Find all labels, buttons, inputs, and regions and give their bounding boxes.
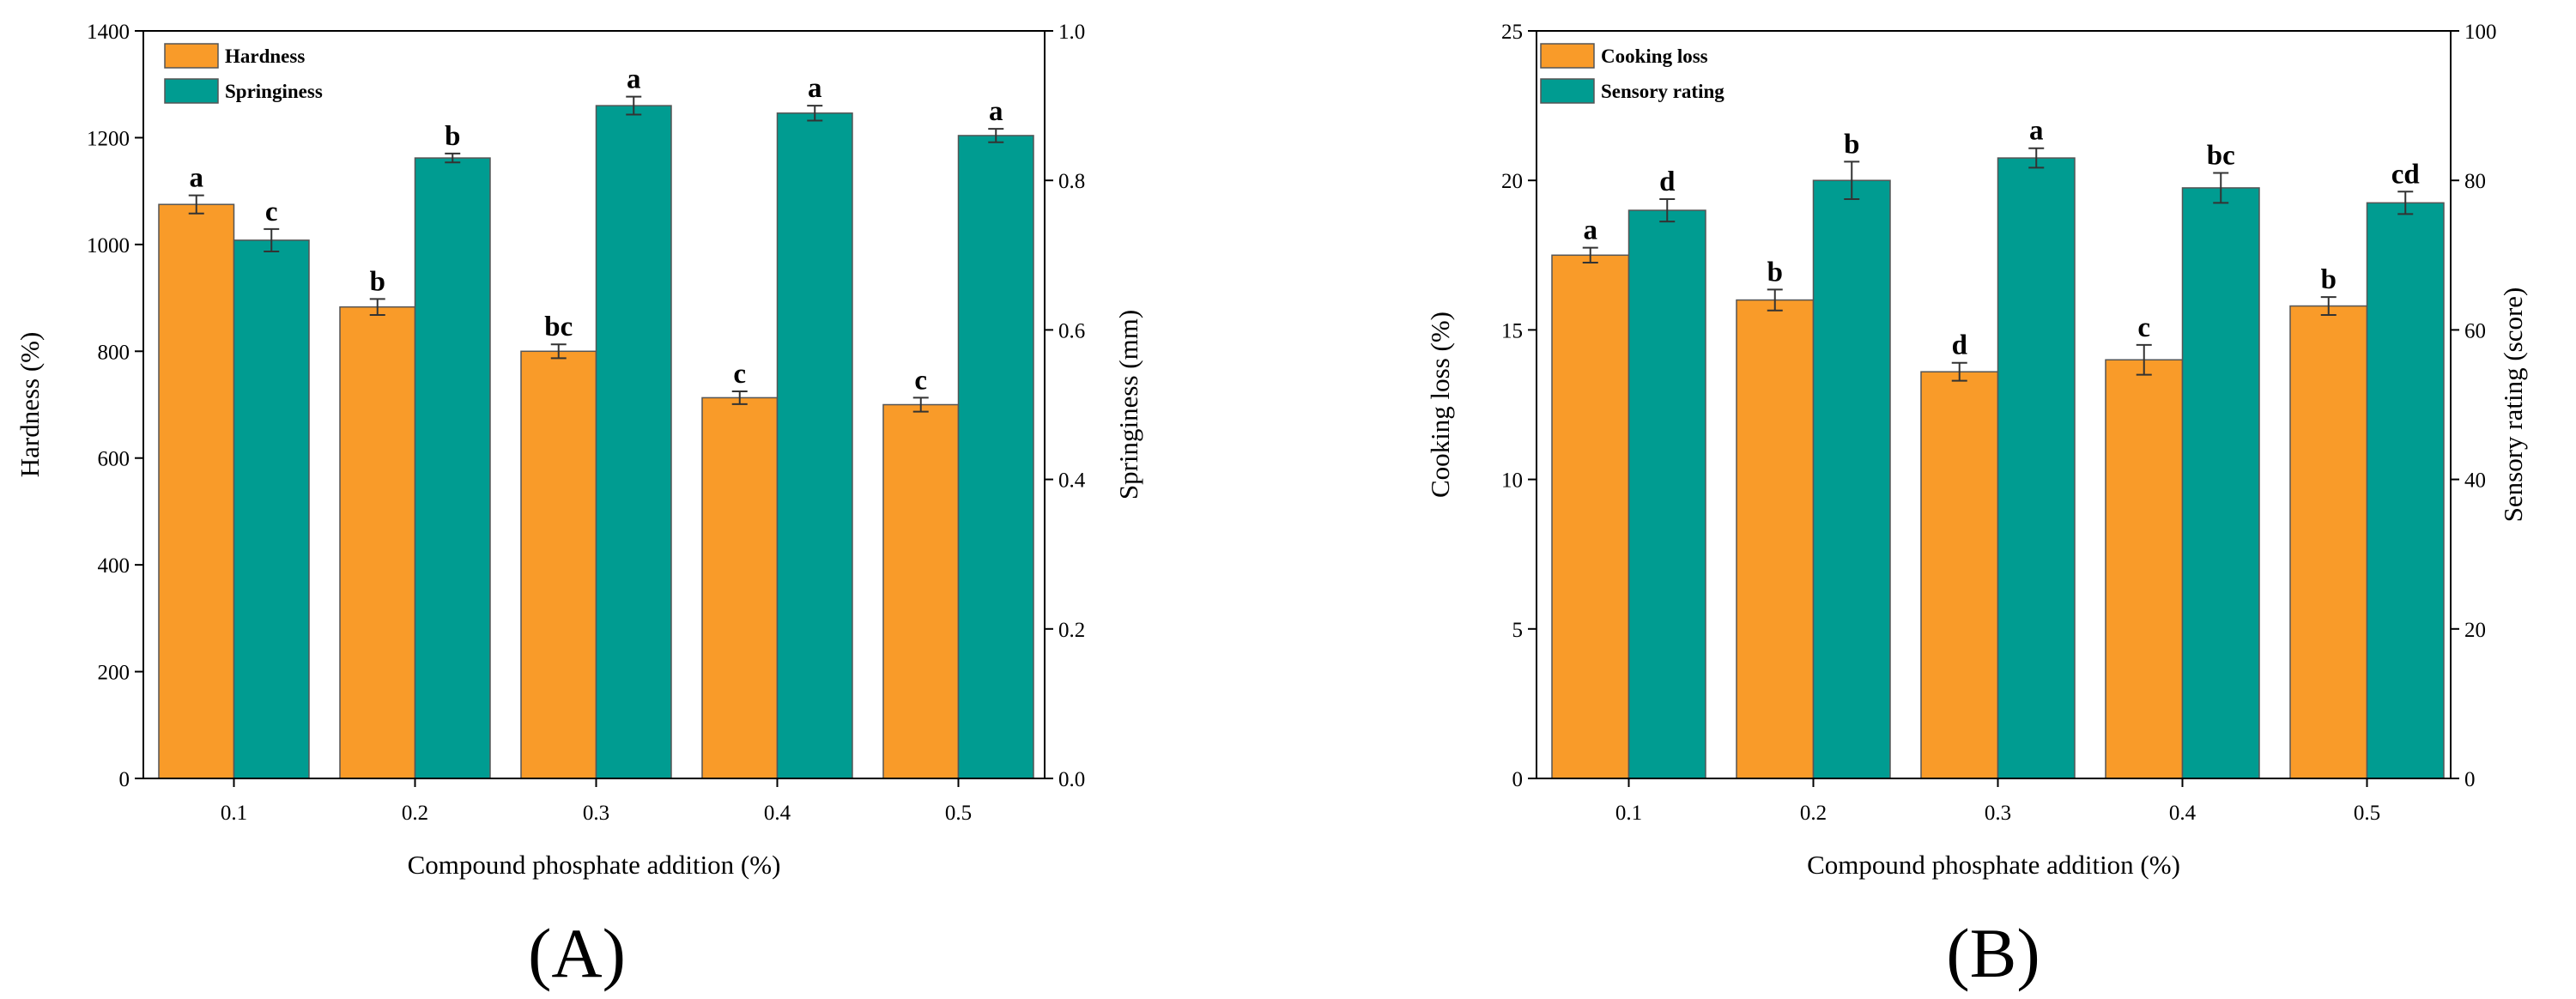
y-right-tick-label: 0.0 [1058, 768, 1085, 791]
legend-label: Sensory rating [1601, 81, 1724, 102]
y-left-tick-label: 200 [98, 662, 130, 685]
x-tick-label: 0.5 [2354, 802, 2380, 825]
significance-letter: c [265, 197, 278, 227]
bar-sensory-rating [2366, 202, 2445, 779]
bar-cooking-loss [2105, 359, 2184, 779]
bar-sensory-rating [1997, 157, 2076, 779]
significance-letter: d [1659, 166, 1675, 197]
plot-frame [1536, 30, 2452, 779]
bar-springiness [776, 112, 853, 779]
y-left-tick-label: 0 [119, 768, 130, 791]
significance-letter: cd [2391, 159, 2420, 190]
bar-sensory-rating [1812, 179, 1891, 779]
panel-b: a b d c b d b a bc cd 0 5 10 15 20 25 0 20 40 60 80 100 0.1 0.2… [1425, 21, 2528, 992]
panel-label: (B) [1946, 914, 2040, 992]
y-left-tick-label: 20 [1501, 170, 1523, 193]
bar-cooking-loss [1920, 371, 1999, 779]
y-right-tick-label: 1.0 [1058, 21, 1085, 44]
x-axis-title: Compound phosphate addition (%) [1807, 850, 2180, 880]
y-right-tick-label: 40 [2464, 469, 2486, 493]
bar-hardness [158, 203, 235, 779]
bar-sensory-rating [1627, 209, 1706, 779]
significance-letter: b [1767, 257, 1783, 288]
x-axis-title: Compound phosphate addition (%) [408, 850, 781, 880]
legend-swatch [1540, 78, 1595, 104]
significance-letter: a [808, 73, 822, 104]
x-tick-label: 0.1 [221, 802, 247, 825]
significance-letter: a [989, 96, 1003, 127]
significance-letter: c [733, 359, 746, 390]
significance-letter: b [1844, 129, 1859, 160]
significance-letter: a [1584, 215, 1598, 246]
y-right-tick-label: 0.8 [1058, 170, 1085, 193]
x-tick-label: 0.2 [1800, 802, 1827, 825]
panel-a: a b bc c c c b a a a 0 200 400 600 800 1000 1200 1400 0.0 0… [15, 21, 1143, 992]
y-right-tick-label: 20 [2464, 619, 2486, 642]
bar-springiness [233, 239, 310, 779]
significance-letter: a [627, 64, 641, 95]
y-left-tick-label: 1400 [87, 21, 130, 44]
y-right-tick-label: 80 [2464, 170, 2486, 193]
y-left-tick-label: 1200 [87, 127, 130, 150]
bar-sensory-rating [2181, 187, 2260, 779]
y-right-axis-title: Springiness (mm) [1113, 310, 1143, 499]
y-right-tick-label: 0 [2464, 768, 2476, 791]
bar-cooking-loss [1736, 299, 1815, 779]
y-left-tick-label: 800 [98, 341, 130, 364]
panel-label: (A) [528, 914, 626, 992]
bar-hardness [701, 397, 779, 779]
y-right-tick-label: 100 [2464, 21, 2497, 44]
y-right-axis-title: Sensory rating (score) [2498, 288, 2528, 523]
significance-letter: b [445, 121, 460, 152]
bar-springiness [414, 157, 491, 779]
bar-springiness [595, 105, 672, 779]
bar-cooking-loss [1551, 254, 1630, 779]
y-left-axis-title: Hardness (%) [15, 332, 45, 478]
x-tick-label: 0.3 [1985, 802, 2011, 825]
x-tick-label: 0.5 [945, 802, 972, 825]
bar-hardness [882, 403, 960, 779]
significance-letter: a [190, 163, 204, 194]
bar-springiness [957, 135, 1034, 779]
x-tick-label: 0.2 [402, 802, 428, 825]
legend-swatch [164, 43, 219, 69]
legend-swatch [164, 78, 219, 104]
bar-hardness [339, 306, 416, 779]
bar-cooking-loss [2289, 305, 2368, 779]
y-right-tick-label: 0.2 [1058, 619, 1085, 642]
y-right-tick-label: 60 [2464, 319, 2486, 342]
significance-letter: d [1952, 330, 1967, 361]
y-left-tick-label: 400 [98, 554, 130, 578]
y-left-tick-label: 600 [98, 448, 130, 471]
y-right-tick-label: 0.6 [1058, 319, 1085, 342]
significance-letter: c [914, 365, 927, 396]
significance-letter: bc [544, 312, 573, 342]
x-tick-label: 0.3 [583, 802, 609, 825]
legend-swatch [1540, 43, 1595, 69]
x-tick-label: 0.1 [1615, 802, 1642, 825]
x-tick-label: 0.4 [2169, 802, 2197, 825]
x-tick-label: 0.4 [764, 802, 791, 825]
y-left-tick-label: 25 [1501, 21, 1523, 44]
bar-hardness [520, 350, 597, 779]
y-left-tick-label: 1000 [87, 234, 130, 257]
legend-label: Hardness [225, 45, 305, 67]
significance-letter: c [2137, 312, 2150, 343]
y-left-tick-label: 15 [1501, 319, 1523, 342]
significance-letter: a [2029, 116, 2044, 147]
y-right-tick-label: 0.4 [1058, 469, 1086, 493]
y-left-tick-label: 0 [1512, 768, 1524, 791]
significance-letter: bc [2207, 140, 2235, 171]
y-left-tick-label: 5 [1512, 619, 1524, 642]
legend-label: Cooking loss [1601, 45, 1708, 67]
plot-frame [142, 30, 1046, 779]
significance-letter: b [370, 266, 385, 297]
y-left-tick-label: 10 [1501, 469, 1523, 493]
legend-label: Springiness [225, 81, 323, 102]
significance-letter: b [2321, 264, 2337, 295]
y-left-axis-title: Cooking loss (%) [1425, 312, 1455, 498]
